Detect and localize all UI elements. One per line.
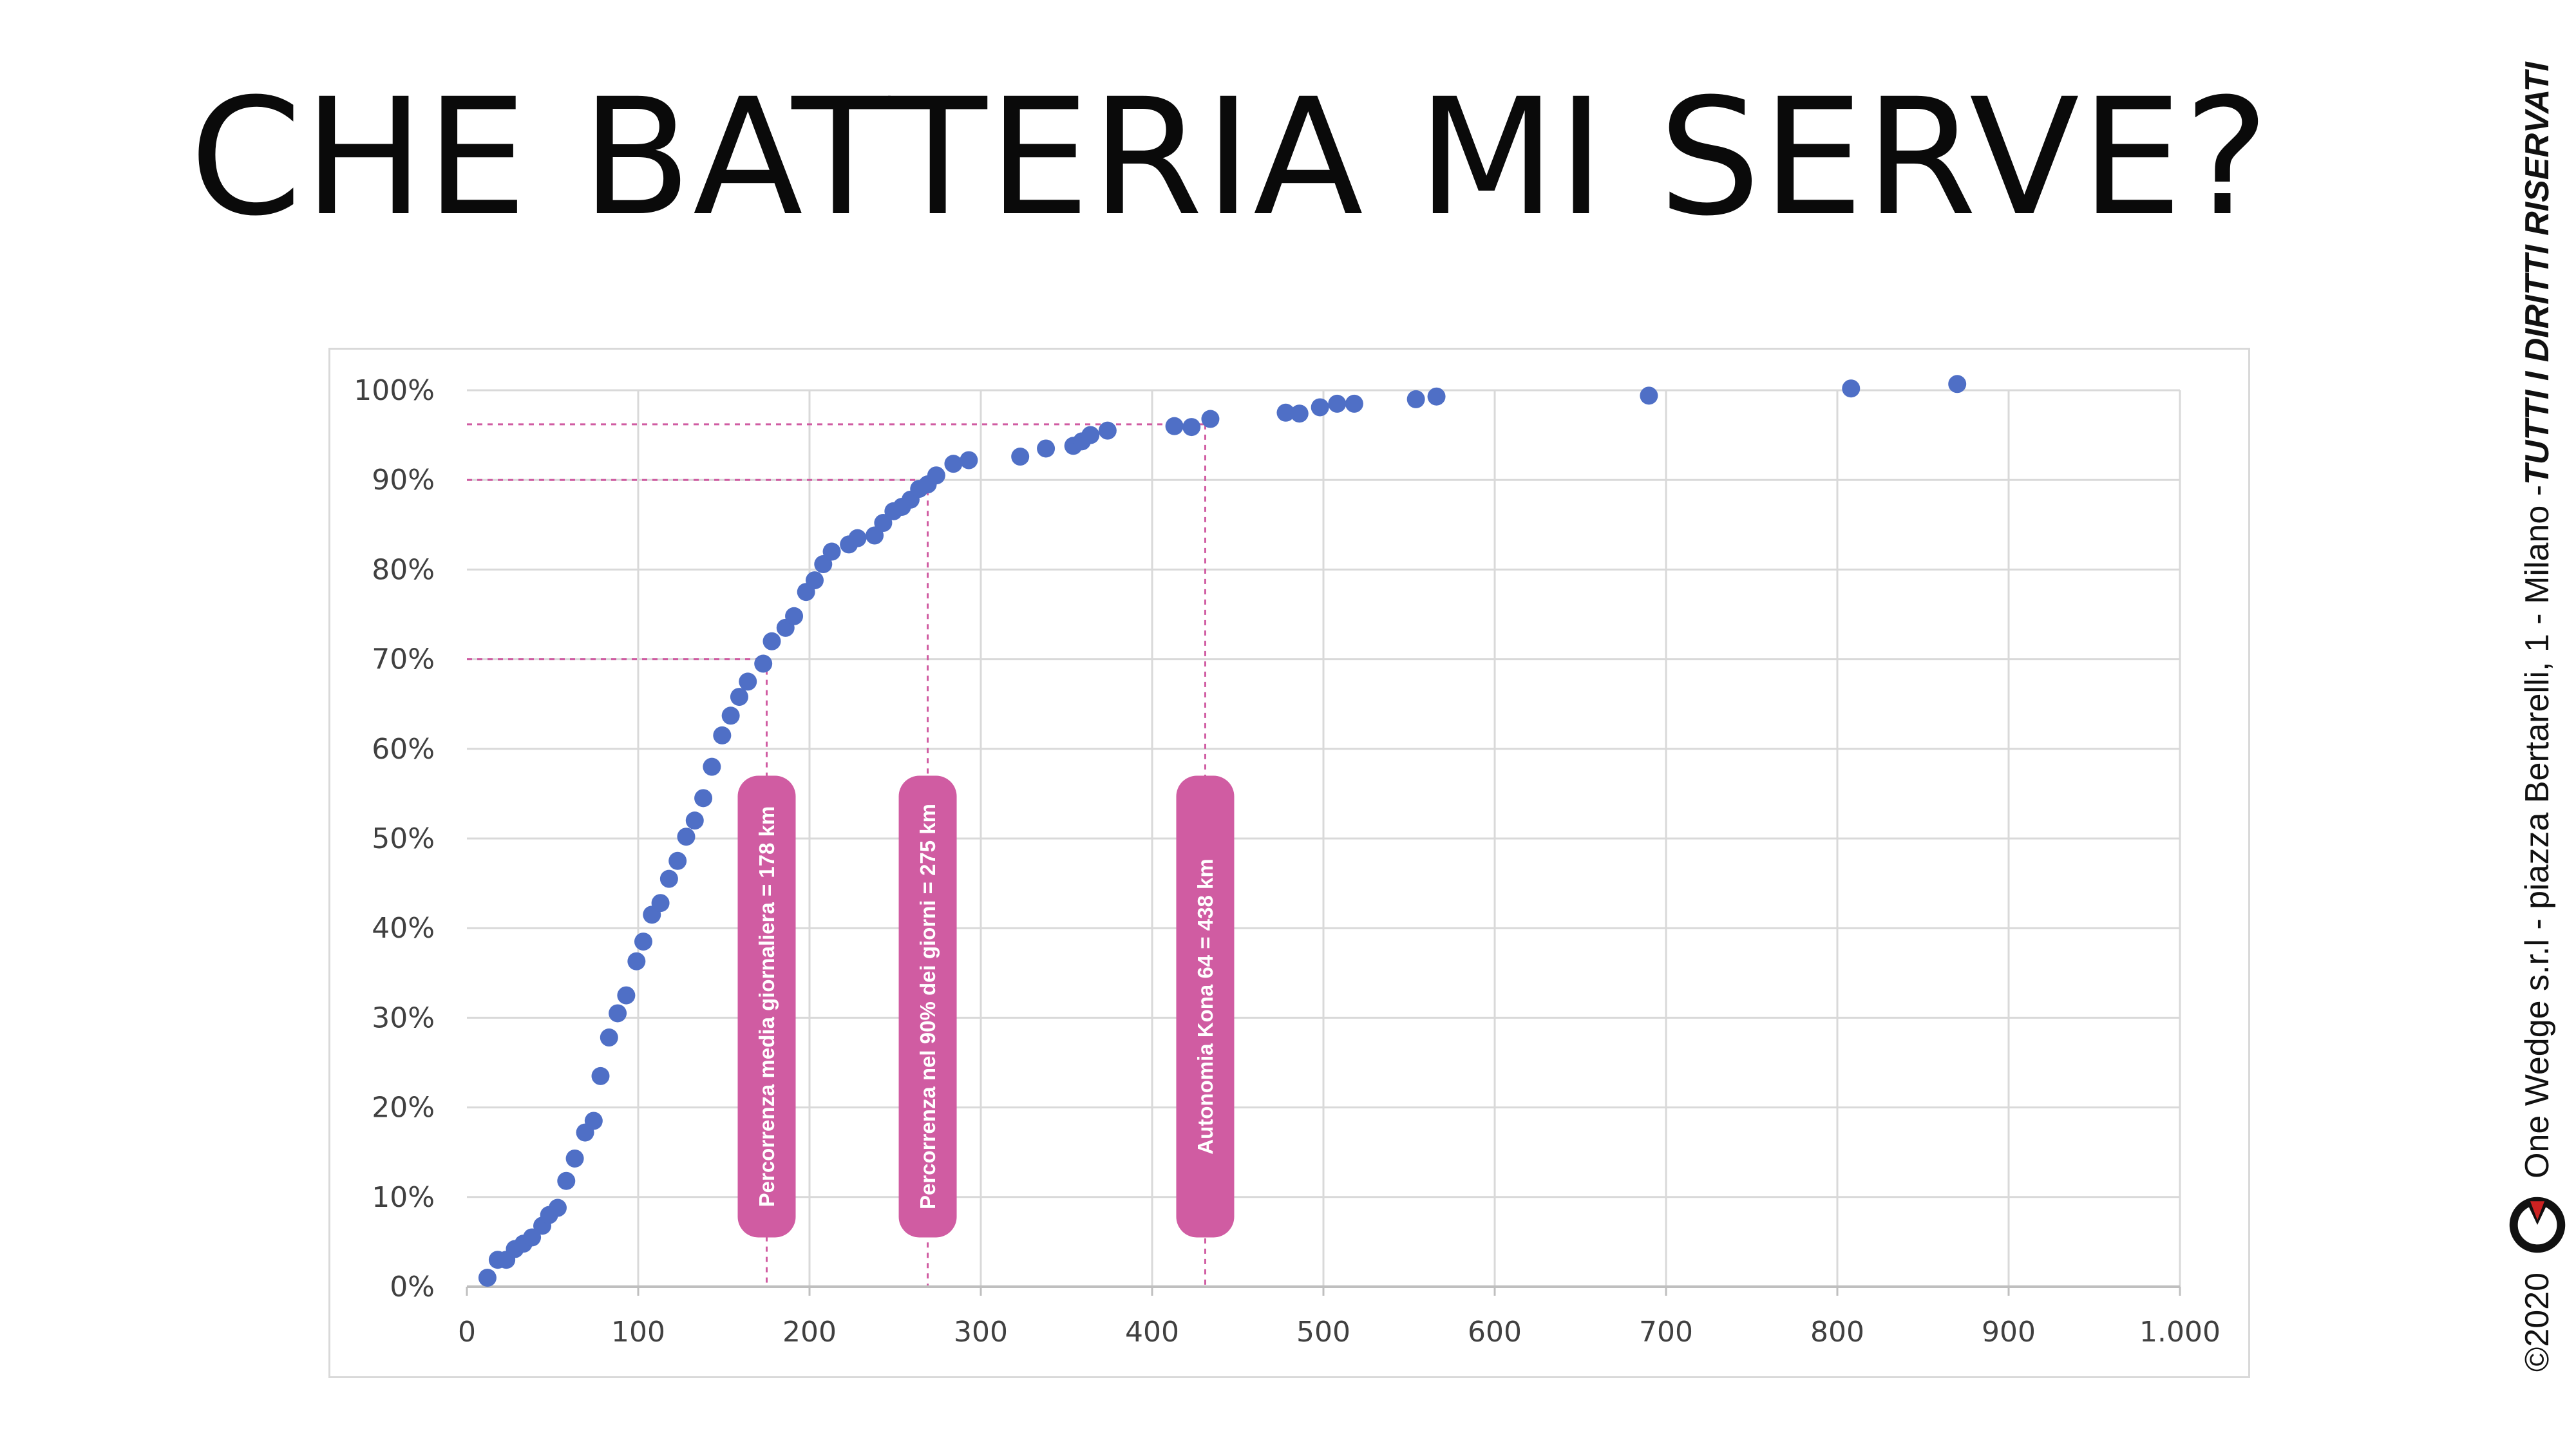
x-tick-label: 800 <box>1810 1316 1864 1349</box>
x-tick-label: 400 <box>1125 1316 1179 1349</box>
data-point <box>565 1149 584 1168</box>
annotation-label: Autonomia Kona 64 = 438 km <box>1193 858 1217 1154</box>
rights-notice: TUTTI I DIRITTI RISERVATI <box>2519 62 2556 485</box>
y-tick-label: 30% <box>372 1001 435 1034</box>
y-tick-label: 80% <box>372 553 435 586</box>
data-points <box>478 375 1967 1287</box>
data-point <box>1640 386 1658 405</box>
data-point <box>1406 390 1425 408</box>
data-point <box>677 828 696 846</box>
x-tick-label: 700 <box>1639 1316 1693 1349</box>
x-tick-label: 0 <box>458 1316 476 1349</box>
data-point <box>659 869 678 888</box>
y-tick-label: 70% <box>372 643 435 676</box>
data-point <box>557 1171 576 1190</box>
data-point <box>944 455 963 473</box>
data-point <box>739 672 757 691</box>
annotation-pill <box>1176 775 1235 1238</box>
chart-frame: 0 100 200 300 400 500 600 700 800 900 1.000 0% 10% 20… <box>328 348 2250 1378</box>
axes: 0 100 200 300 400 500 600 700 800 900 1.000 0% 10% 20… <box>354 374 2221 1349</box>
data-point <box>617 986 636 1005</box>
y-tick-label: 0% <box>390 1271 435 1303</box>
data-point <box>1842 379 1861 398</box>
data-point <box>730 688 748 706</box>
y-tick-label: 40% <box>372 912 435 945</box>
data-point <box>1182 418 1201 437</box>
data-point <box>1037 439 1056 458</box>
y-tick-label: 10% <box>372 1181 435 1214</box>
x-tick-label: 500 <box>1296 1316 1350 1349</box>
page-title: CHE BATTERIA MI SERVE? <box>189 64 2271 251</box>
data-point <box>548 1198 567 1217</box>
data-point <box>1201 410 1220 428</box>
x-tick-label: 600 <box>1468 1316 1522 1349</box>
annotation-pill <box>737 775 796 1238</box>
data-point <box>668 851 687 870</box>
data-point <box>1328 394 1347 413</box>
data-point <box>805 571 824 590</box>
x-tick-label: 200 <box>782 1316 837 1349</box>
data-point <box>591 1066 610 1085</box>
data-point <box>754 654 773 673</box>
data-point <box>694 789 713 808</box>
scatter-chart: 0 100 200 300 400 500 600 700 800 900 1.000 0% 10% 20… <box>354 374 2221 1349</box>
x-tick-label: 100 <box>611 1316 665 1349</box>
data-point <box>703 757 721 776</box>
x-tick-label: 300 <box>954 1316 1008 1349</box>
copyright-text: ©2020 <box>2519 1273 2556 1372</box>
one-wedge-logo-icon <box>2509 1197 2566 1253</box>
data-point <box>627 952 646 971</box>
data-point <box>785 607 804 625</box>
data-point <box>685 811 704 830</box>
annotation-pill <box>898 775 957 1238</box>
data-point <box>584 1112 603 1130</box>
y-tick-label: 20% <box>372 1092 435 1124</box>
data-point <box>1276 403 1295 422</box>
y-tick-label: 90% <box>372 464 435 497</box>
x-tick-label: 900 <box>1982 1316 2036 1349</box>
data-point <box>609 1004 627 1023</box>
data-point <box>1427 387 1446 406</box>
data-point <box>1098 421 1117 440</box>
y-tick-label: 50% <box>372 822 435 855</box>
grid-lines <box>467 389 2181 1287</box>
data-point <box>1345 394 1363 413</box>
company-address: One Wedge s.r.l - piazza Bertarelli, 1 -… <box>2519 484 2556 1179</box>
data-point <box>874 514 893 533</box>
data-point <box>523 1228 542 1247</box>
data-point <box>822 542 841 561</box>
data-point <box>927 466 945 485</box>
y-tick-label: 60% <box>372 733 435 766</box>
annotation-label: Percorrenza media giornaliera = 178 km <box>755 806 779 1208</box>
data-point <box>713 726 732 744</box>
data-point <box>721 706 740 725</box>
data-point <box>634 933 652 951</box>
annotation-label: Percorrenza nel 90% dei giorni = 275 km <box>916 804 940 1209</box>
data-point <box>651 894 670 913</box>
data-point <box>1011 448 1030 466</box>
data-point <box>600 1028 618 1047</box>
y-tick-label: 100% <box>354 374 435 407</box>
x-tick-label: 1.000 <box>2139 1316 2221 1349</box>
data-point <box>848 529 867 547</box>
data-point <box>1081 426 1100 444</box>
data-point <box>960 451 978 469</box>
data-point <box>1290 404 1309 423</box>
data-point <box>1165 417 1184 435</box>
data-point <box>1948 375 1967 393</box>
data-point <box>478 1269 497 1287</box>
side-footer: ©2020 One Wedge s.r.l - piazza Bertarell… <box>2499 19 2576 1372</box>
data-point <box>762 632 781 650</box>
data-point <box>1311 398 1329 417</box>
annotation-pills: Percorrenza media giornaliera = 178 km Pe… <box>737 775 1235 1238</box>
